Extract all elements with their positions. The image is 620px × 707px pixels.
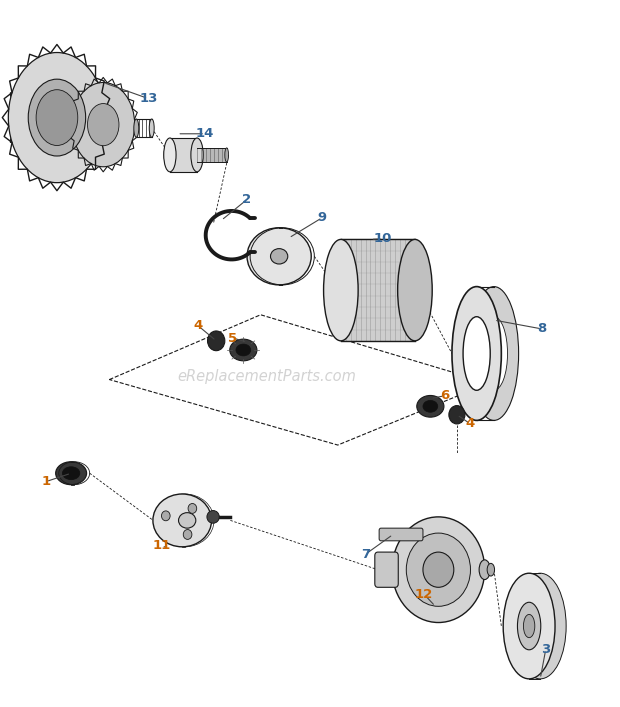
- Ellipse shape: [63, 467, 80, 479]
- Ellipse shape: [8, 52, 105, 182]
- Text: 4: 4: [193, 319, 202, 332]
- Ellipse shape: [29, 79, 86, 156]
- Ellipse shape: [452, 286, 502, 421]
- Ellipse shape: [230, 339, 257, 361]
- Text: 1: 1: [42, 475, 50, 488]
- Text: 11: 11: [153, 539, 171, 551]
- Ellipse shape: [179, 513, 196, 528]
- Text: 9: 9: [318, 211, 327, 224]
- Text: 5: 5: [228, 332, 237, 344]
- Text: 7: 7: [361, 548, 370, 561]
- Text: 8: 8: [537, 322, 546, 335]
- Ellipse shape: [149, 119, 154, 137]
- FancyBboxPatch shape: [379, 528, 423, 541]
- Text: 3: 3: [541, 643, 551, 656]
- Circle shape: [184, 530, 192, 539]
- Ellipse shape: [518, 602, 541, 650]
- Ellipse shape: [423, 400, 438, 412]
- Ellipse shape: [207, 510, 219, 523]
- Ellipse shape: [523, 614, 535, 638]
- Ellipse shape: [36, 90, 78, 146]
- Circle shape: [208, 331, 225, 351]
- Circle shape: [392, 517, 485, 622]
- Ellipse shape: [191, 138, 203, 172]
- Ellipse shape: [164, 138, 176, 172]
- Text: 2: 2: [242, 194, 251, 206]
- Text: 14: 14: [196, 127, 215, 140]
- Ellipse shape: [56, 462, 87, 485]
- Text: 12: 12: [415, 588, 433, 601]
- Circle shape: [449, 406, 465, 424]
- Ellipse shape: [479, 560, 490, 580]
- Ellipse shape: [87, 103, 119, 146]
- Ellipse shape: [247, 228, 311, 285]
- FancyBboxPatch shape: [341, 240, 415, 341]
- Ellipse shape: [463, 317, 490, 390]
- Ellipse shape: [417, 395, 444, 417]
- FancyBboxPatch shape: [170, 138, 197, 172]
- Circle shape: [423, 552, 454, 588]
- Ellipse shape: [324, 240, 358, 341]
- Text: 10: 10: [374, 232, 392, 245]
- Ellipse shape: [270, 249, 288, 264]
- Ellipse shape: [236, 344, 250, 356]
- Ellipse shape: [503, 573, 555, 679]
- Ellipse shape: [134, 119, 139, 137]
- Circle shape: [161, 511, 170, 521]
- FancyBboxPatch shape: [197, 148, 227, 162]
- Text: eReplacementParts.com: eReplacementParts.com: [177, 368, 356, 383]
- Ellipse shape: [480, 317, 508, 390]
- Ellipse shape: [72, 83, 135, 167]
- FancyBboxPatch shape: [375, 552, 398, 588]
- Ellipse shape: [515, 573, 566, 679]
- Ellipse shape: [469, 286, 518, 421]
- Circle shape: [406, 533, 471, 607]
- Text: 4: 4: [466, 417, 475, 431]
- Text: 13: 13: [139, 92, 157, 105]
- Ellipse shape: [529, 602, 552, 650]
- Ellipse shape: [397, 240, 432, 341]
- Ellipse shape: [225, 148, 229, 162]
- Ellipse shape: [153, 494, 211, 547]
- Circle shape: [188, 503, 197, 513]
- Ellipse shape: [487, 563, 495, 576]
- Ellipse shape: [164, 141, 175, 169]
- Text: 6: 6: [440, 390, 449, 402]
